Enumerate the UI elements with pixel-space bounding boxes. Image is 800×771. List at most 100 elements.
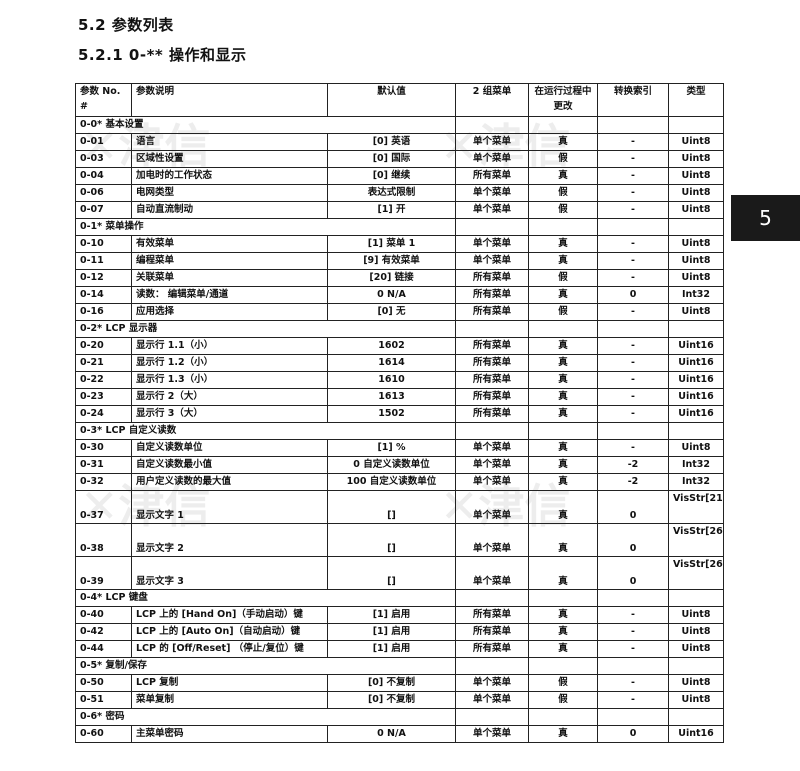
param-no: 0-20 [75,337,132,355]
menu-set: 单个菜单 [455,235,529,253]
menu-set: 单个菜单 [455,725,529,743]
table-row: 0-20 显示行 1.1（小） 1602 所有菜单真 - Uint16 [75,337,724,355]
type: Uint8 [668,184,724,202]
change-during-op: 真 [528,405,598,423]
empty-cell [597,320,669,338]
change-during-op: 假 [528,184,598,202]
table-row: 0-24 显示行 3（大） 1502 所有菜单真 - Uint16 [75,405,724,423]
empty-cell [668,422,724,440]
conversion-index: - [597,388,669,406]
change-during-op: 真 [528,286,598,304]
param-desc: 显示行 1.1（小） [131,337,328,355]
param-desc: 有效菜单 [131,235,328,253]
table-row: 0-11 编程菜单 [9] 有效菜单 单个菜单真 - Uint8 [75,252,724,270]
empty-cell [668,116,724,134]
change-during-op: 真 [528,337,598,355]
menu-set: 所有菜单 [455,606,529,624]
conversion-index: 0 [597,490,669,524]
param-no: 0-14 [75,286,132,304]
subsection-heading: 5.2.1 0-** 操作和显示 [78,46,247,64]
table-row: 0-32 用户定义读数的最大值 100 自定义读数单位 单个菜单真 -2 Int32 [75,473,724,491]
param-desc: 显示行 2（大） [131,388,328,406]
empty-cell [455,708,529,726]
conversion-index: - [597,269,669,287]
table-row: 0-07 自动直流制动 [1] 开单个菜单假 - Uint8 [75,201,724,219]
table-row: 0-31 自定义读数最小值 0 自定义读数单位 单个菜单真 -2 Int32 [75,456,724,474]
empty-cell [455,422,529,440]
type: Uint16 [668,337,724,355]
param-no: 0-32 [75,473,132,491]
type: Uint16 [668,405,724,423]
table-row: 0-40 LCP 上的 [Hand On]（手动启动）键 [1] 启用 所有菜单真 - U… [75,606,724,624]
conversion-index: - [597,184,669,202]
param-desc: 显示文字 2 [131,523,328,557]
menu-set: 所有菜单 [455,354,529,372]
param-desc: 电网类型 [131,184,328,202]
param-no: 0-30 [75,439,132,457]
group-row: 0-3* LCP 自定义读数 [75,422,724,440]
param-no: 0-37 [75,490,132,524]
empty-cell [668,657,724,675]
default-value: [1] 启用 [327,606,456,624]
table-row: 0-42 LCP 上的 [Auto On]（自动启动）键 [1] 启用 所有菜单真 - U… [75,623,724,641]
param-no: 0-38 [75,523,132,557]
param-desc: 自定义读数最小值 [131,456,328,474]
change-during-op: 真 [528,235,598,253]
param-desc: 显示文字 1 [131,490,328,524]
table-row: 0-30 自定义读数单位 [1] % 单个菜单真 - Uint8 [75,439,724,457]
table-row: 0-60 主菜单密码 0 N/A 单个菜单真 0 Uint16 [75,725,724,743]
default-value: 0 N/A [327,286,456,304]
table-row: 0-39 显示文字 3[] 单个菜单真 0 VisStr[26] [75,556,724,590]
conversion-index: 0 [597,725,669,743]
param-desc: 读数： 编辑菜单/通道 [131,286,328,304]
param-desc: 主菜单密码 [131,725,328,743]
menu-set: 单个菜单 [455,456,529,474]
menu-set: 所有菜单 [455,286,529,304]
change-during-op: 真 [528,167,598,185]
default-value: [9] 有效菜单 [327,252,456,270]
empty-cell [528,708,598,726]
type: Uint8 [668,167,724,185]
menu-set: 所有菜单 [455,405,529,423]
empty-cell [597,116,669,134]
change-during-op: 真 [528,354,598,372]
menu-set: 单个菜单 [455,691,529,709]
param-no: 0-21 [75,354,132,372]
param-no: 0-24 [75,405,132,423]
param-no: 0-51 [75,691,132,709]
param-desc: 自定义读数单位 [131,439,328,457]
change-during-op: 真 [528,606,598,624]
conversion-index: -2 [597,456,669,474]
type: Uint8 [668,150,724,168]
type: Uint8 [668,691,724,709]
param-desc: 菜单复制 [131,691,328,709]
default-value: [0] 不复制 [327,691,456,709]
conversion-index: - [597,303,669,321]
param-no: 0-16 [75,303,132,321]
menu-set: 所有菜单 [455,337,529,355]
conversion-index: - [597,201,669,219]
param-no: 0-22 [75,371,132,389]
conversion-index: - [597,439,669,457]
conversion-index: - [597,235,669,253]
menu-set: 所有菜单 [455,388,529,406]
table-row: 0-14 读数： 编辑菜单/通道 0 N/A 所有菜单真 0 Int32 [75,286,724,304]
menu-set: 单个菜单 [455,439,529,457]
default-value: [0] 无 [327,303,456,321]
type: Uint16 [668,371,724,389]
param-no: 0-31 [75,456,132,474]
param-no: 0-06 [75,184,132,202]
default-value: [1] 菜单 1 [327,235,456,253]
menu-set: 单个菜单 [455,490,529,524]
table-row: 0-44 LCP 的 [Off/Reset] （停止/复位）键 [1] 启用 所有菜单… [75,640,724,658]
param-no: 0-11 [75,252,132,270]
param-desc: LCP 复制 [131,674,328,692]
param-no: 0-50 [75,674,132,692]
menu-set: 单个菜单 [455,473,529,491]
default-value: 1614 [327,354,456,372]
change-during-op: 真 [528,523,598,557]
table-row: 0-50 LCP 复制 [0] 不复制 单个菜单假 - Uint8 [75,674,724,692]
type: Uint8 [668,201,724,219]
default-value: 1613 [327,388,456,406]
group-title: 0-5* 复制/保存 [75,657,456,675]
